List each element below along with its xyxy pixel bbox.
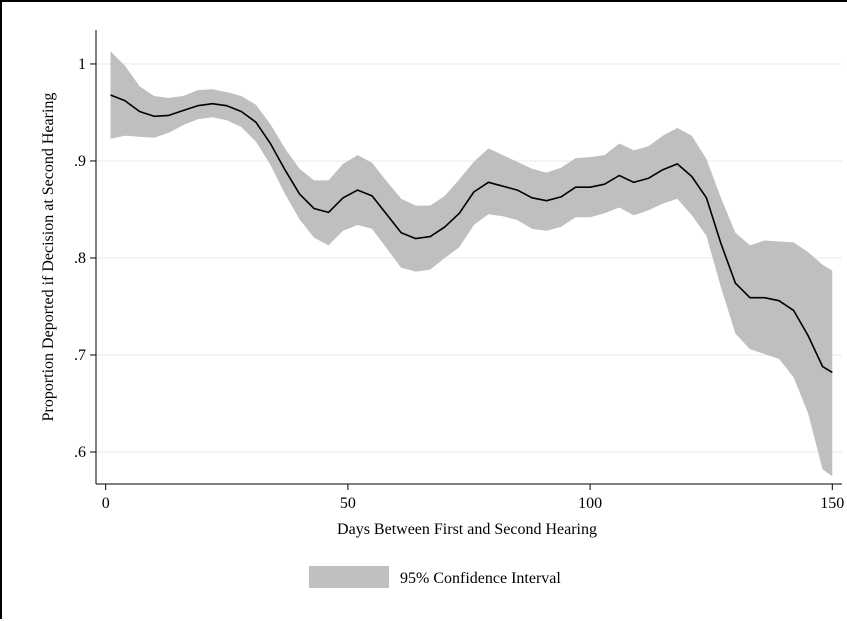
y-tick-label: .6 <box>74 444 86 461</box>
confidence-band-group <box>110 51 833 477</box>
x-tick-label: 0 <box>102 495 110 512</box>
y-tick-label: .8 <box>74 250 86 267</box>
x-tick-label: 100 <box>578 495 602 512</box>
x-tick-label: 150 <box>820 495 844 512</box>
y-axis-ticks: .6 .7 .8 .9 1 <box>74 56 96 461</box>
x-tick-label: 50 <box>340 495 356 512</box>
x-axis-ticks: 0 50 100 150 <box>102 484 844 512</box>
y-tick-label: .9 <box>74 153 86 170</box>
estimate-line <box>110 94 833 374</box>
legend-label-confidence-interval: 95% Confidence Interval <box>400 570 561 587</box>
estimate-line-group <box>110 94 833 374</box>
confidence-interval-band <box>110 51 833 477</box>
y-tick-label: 1 <box>78 56 86 73</box>
legend-swatch-confidence-interval <box>309 566 389 588</box>
y-tick-label: .7 <box>74 347 86 364</box>
x-axis-title: Days Between First and Second Hearing <box>337 521 597 538</box>
legend: 95% Confidence Interval <box>309 566 561 588</box>
y-axis-title: Proportion Deported if Decision at Secon… <box>40 93 57 422</box>
